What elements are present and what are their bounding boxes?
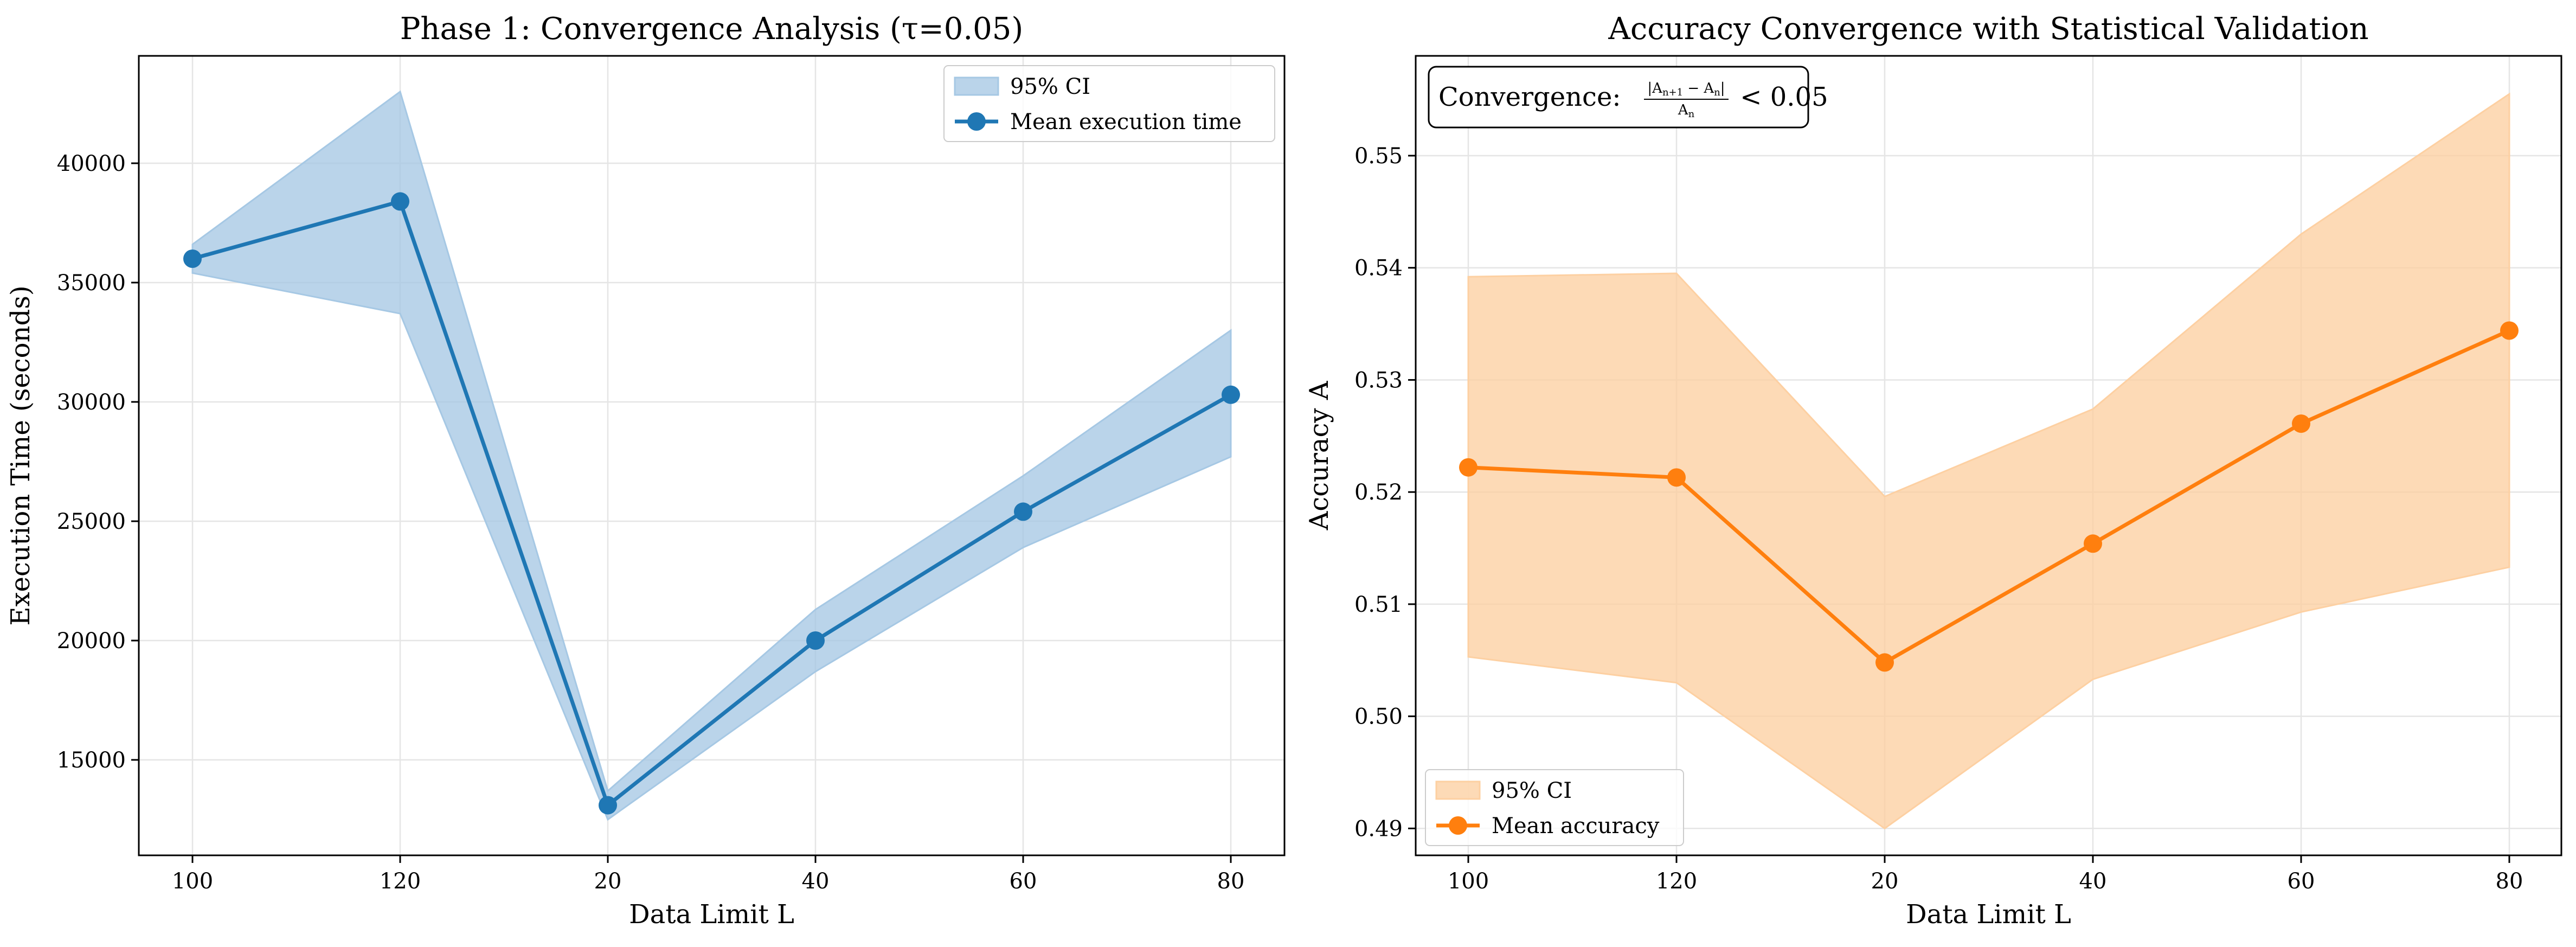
ci-band-layer	[191, 90, 1232, 821]
x-tick-label: 100	[1448, 869, 1489, 894]
annotation-num-mid: − A	[1683, 80, 1714, 97]
x-tick-label: 60	[1010, 869, 1037, 894]
x-tick-label: 20	[594, 869, 622, 894]
convergence-annotation: Convergence: |An+1 − An| An < 0.05	[1428, 66, 1828, 129]
data-point	[2292, 414, 2310, 433]
tick-layer: 100 120 20 40 60 80 0.49 0.50 0.51 0.52 0.53 0.54 0.…	[1354, 144, 2523, 894]
legend-box	[943, 65, 1275, 142]
ci-band	[1467, 92, 2510, 830]
annotation-den-sub: n	[1688, 108, 1695, 120]
y-tick-label: 0.51	[1354, 592, 1403, 617]
legend-line-label: Mean execution time	[1010, 110, 1242, 135]
legend-line-label: Mean accuracy	[1492, 814, 1660, 839]
annotation-num-sub1: n+1	[1662, 87, 1683, 98]
annotation-num-sub2: n	[1714, 87, 1720, 98]
y-tick-label: 0.50	[1354, 705, 1403, 730]
data-point	[1222, 385, 1240, 404]
chart-execution-time: 100 120 20 40 60 80 15000 20000 25000 30000 35000 4…	[5, 11, 1286, 930]
annotation-denominator: An	[1678, 102, 1695, 120]
data-point	[1667, 468, 1686, 487]
annotation-numerator: |An+1 − An|	[1647, 80, 1725, 98]
x-tick-label: 100	[172, 869, 213, 894]
y-tick-label: 0.54	[1354, 256, 1403, 281]
x-tick-label: 40	[2079, 869, 2107, 894]
data-point	[1459, 458, 1477, 477]
data-point	[183, 249, 202, 268]
point-layer	[1459, 321, 2519, 672]
y-tick-label: 0.55	[1354, 144, 1403, 169]
y-tick-label: 0.53	[1354, 368, 1403, 393]
tick-layer: 100 120 20 40 60 80 15000 20000 25000 30000 35000 4…	[57, 151, 1245, 894]
y-tick-label: 35000	[57, 271, 126, 296]
series-line	[192, 199, 1232, 808]
plot-frame	[138, 55, 1286, 856]
x-tick-label: 40	[802, 869, 830, 894]
x-tick-label: 80	[2496, 869, 2523, 894]
legend-marker-swatch	[1449, 816, 1467, 835]
annotation-num-end: |	[1720, 80, 1725, 97]
y-tick-label: 30000	[57, 390, 126, 415]
chart-title: Phase 1: Convergence Analysis (τ=0.05)	[400, 11, 1024, 47]
x-axis-label: Data Limit L	[629, 899, 794, 930]
legend-ci-label: 95% CI	[1492, 778, 1572, 803]
y-tick-label: 0.52	[1354, 480, 1403, 505]
grid-lines	[139, 56, 1284, 855]
x-tick-label: 60	[2288, 869, 2315, 894]
data-point	[599, 796, 617, 815]
annotation-box	[1428, 66, 1809, 129]
line-layer	[1468, 329, 2510, 664]
chart-accuracy: 100 120 20 40 60 80 0.49 0.50 0.51 0.52 0.53 0.54 0.…	[1304, 11, 2562, 930]
line-layer	[192, 199, 1232, 808]
x-tick-label: 80	[1217, 869, 1245, 894]
data-point	[2084, 534, 2102, 553]
annotation-num-part: |A	[1647, 80, 1663, 97]
y-tick-label: 15000	[57, 748, 126, 773]
legend-ci-swatch	[954, 76, 999, 96]
legend: 95% CI Mean accuracy	[1425, 769, 1684, 846]
data-point	[1875, 653, 1894, 672]
y-tick-label: 0.49	[1354, 816, 1403, 841]
legend-marker-swatch	[967, 112, 986, 131]
x-tick-label: 120	[1656, 869, 1697, 894]
legend-ci-swatch	[1435, 780, 1481, 800]
data-point	[2500, 321, 2519, 340]
chart-title: Accuracy Convergence with Statistical Va…	[1608, 11, 2368, 47]
y-tick-label: 40000	[57, 151, 126, 176]
data-point	[806, 631, 825, 650]
y-tick-label: 20000	[57, 629, 126, 654]
y-axis-label: Accuracy A	[1304, 380, 1334, 530]
ci-band-layer	[1467, 92, 2510, 830]
legend-box	[1425, 769, 1684, 846]
y-tick-label: 25000	[57, 509, 126, 534]
point-layer	[183, 192, 1240, 815]
x-axis-label: Data Limit L	[1906, 899, 2071, 930]
ci-band	[191, 90, 1232, 821]
legend-ci-label: 95% CI	[1010, 74, 1090, 99]
data-point	[391, 192, 409, 211]
annotation-suffix: < 0.05	[1732, 82, 1828, 112]
y-axis-label: Execution Time (seconds)	[5, 285, 36, 625]
data-point	[1014, 502, 1032, 521]
annotation-den-part: A	[1678, 102, 1689, 118]
legend: 95% CI Mean execution time	[943, 65, 1275, 142]
series-line	[1468, 329, 2510, 664]
x-tick-label: 120	[380, 869, 421, 894]
annotation-prefix: Convergence:	[1438, 82, 1629, 112]
x-tick-label: 20	[1871, 869, 1899, 894]
plot-frame	[1415, 55, 2562, 856]
